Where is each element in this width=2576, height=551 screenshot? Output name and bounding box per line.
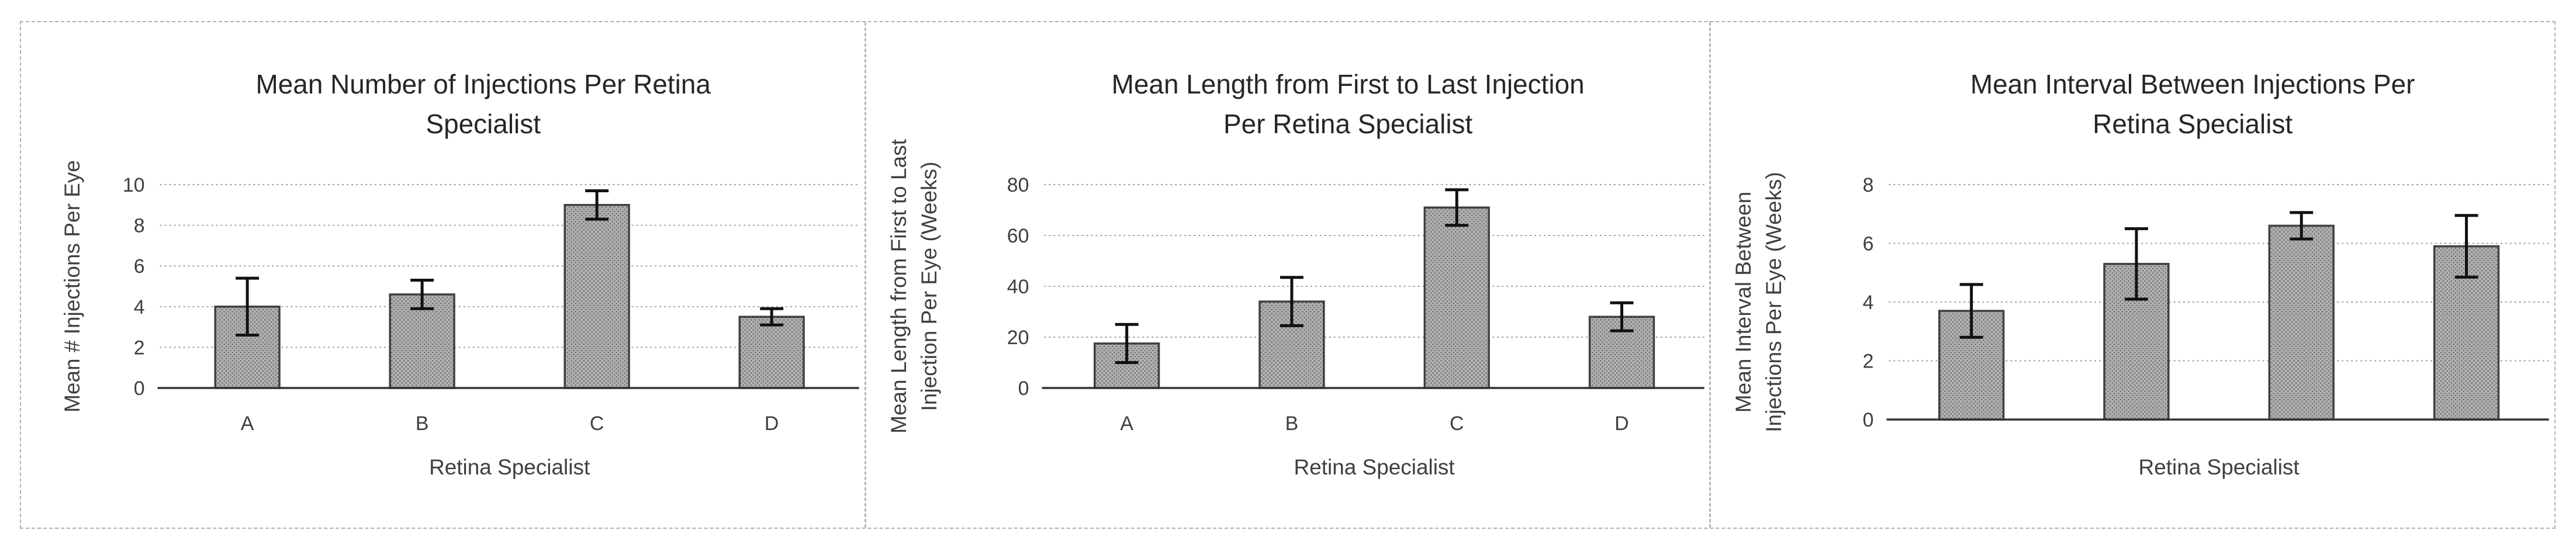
y-tick-label: 4: [1863, 292, 1874, 314]
bar-chart-svg: 0 2 4 6 8 Retina Specialist Mean Interval Betw…: [1731, 69, 2550, 479]
category-label-C: C: [590, 413, 604, 435]
bar-C: [563, 204, 630, 389]
category-label-B: B: [416, 413, 429, 435]
y-tick-label: 4: [134, 296, 145, 318]
error-bar-D: [760, 307, 784, 327]
x-axis-label: Retina Specialist: [2139, 455, 2300, 479]
y-tick-label: 0: [1863, 409, 1874, 431]
bar-C: [2268, 224, 2335, 421]
y-tick-label: 8: [134, 215, 145, 237]
error-bar-D: [2454, 214, 2478, 279]
chart-title-line-2: Specialist: [426, 109, 541, 139]
bar-chart-svg: 0 2 4 6 8 10 A B C D Retina Specialist Mean # Injec…: [60, 69, 859, 479]
y-tick-label: 8: [1863, 174, 1874, 196]
y-axis-label-line-1: Mean # Injections Per Eye: [60, 160, 84, 413]
y-tick-label: 20: [1007, 327, 1029, 349]
chart-title-line-1: Mean Length from First to Last Injection: [1111, 69, 1584, 99]
bar-chart-svg: 0 20 40 60 80 A B C D Retina Specialist Mean Lengt…: [887, 69, 1704, 479]
y-tick-label: 40: [1007, 276, 1029, 298]
bar-C: [1423, 206, 1490, 389]
y-tick-label: 2: [1863, 350, 1874, 372]
x-axis-label: Retina Specialist: [1294, 455, 1454, 479]
chart-panel-interval-between: 0 2 4 6 8 Retina Specialist Mean Interval Betw…: [1709, 22, 2554, 528]
y-axis-label-line-1: Mean Length from First to Last: [887, 139, 911, 434]
category-label-A: A: [241, 413, 254, 435]
y-tick-label: 2: [134, 337, 145, 359]
y-tick-label: 0: [1018, 377, 1029, 400]
category-label-B: B: [1285, 413, 1298, 435]
chart-title-line-1: Mean Number of Injections Per Retina: [256, 69, 711, 99]
y-tick-label: 6: [1863, 233, 1874, 255]
error-bar-C: [2290, 211, 2314, 241]
chart-title-line-1: Mean Interval Between Injections Per: [1970, 69, 2415, 99]
error-bar-A: [1115, 323, 1139, 364]
chart-title-line-2: Per Retina Specialist: [1223, 109, 1472, 139]
y-tick-label: 10: [123, 174, 145, 196]
charts-container: 0 2 4 6 8 10 A B C D Retina Specialist Mean # Injec…: [20, 21, 2556, 529]
y-tick-label: 80: [1007, 174, 1029, 196]
category-label-A: A: [1120, 413, 1133, 435]
error-bar-A: [236, 276, 260, 337]
x-axis-label: Retina Specialist: [429, 455, 590, 479]
category-label-C: C: [1450, 413, 1464, 435]
error-bar-A: [1960, 283, 1983, 339]
error-bar-C: [585, 189, 609, 221]
y-axis-label-line-2: Injections Per Eye (Weeks): [1762, 172, 1786, 432]
chart-panel-injections-count: 0 2 4 6 8 10 A B C D Retina Specialist Mean # Injec…: [21, 22, 865, 528]
error-bar-D: [1610, 301, 1634, 332]
y-tick-label: 60: [1007, 225, 1029, 247]
error-bar-B: [2125, 227, 2149, 301]
y-tick-label: 6: [134, 255, 145, 278]
chart-panel-length-first-to-last: 0 20 40 60 80 A B C D Retina Specialist Mean Lengt…: [864, 22, 1710, 528]
y-tick-label: 0: [134, 377, 145, 400]
error-bar-C: [1444, 188, 1468, 227]
bar-D: [738, 316, 805, 389]
y-axis-label-line-2: Injection Per Eye (Weeks): [917, 161, 941, 411]
y-axis-label-line-1: Mean Interval Between: [1731, 192, 1755, 413]
category-label-D: D: [765, 413, 779, 435]
error-bar-B: [410, 279, 434, 310]
chart-title-line-2: Retina Specialist: [2093, 109, 2293, 139]
error-bar-B: [1280, 276, 1303, 327]
category-label-D: D: [1614, 413, 1629, 435]
